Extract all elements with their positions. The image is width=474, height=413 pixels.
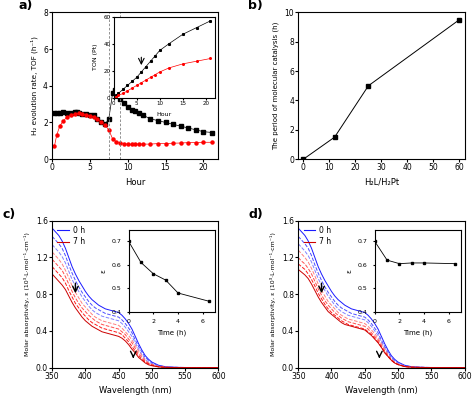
X-axis label: Wavelength (nm): Wavelength (nm) xyxy=(99,386,172,395)
Y-axis label: Molar absorptivity, ε (10³·L·mol⁻¹·cm⁻¹): Molar absorptivity, ε (10³·L·mol⁻¹·cm⁻¹) xyxy=(24,232,30,356)
Y-axis label: H₂ evolution rate, TOF (h⁻¹): H₂ evolution rate, TOF (h⁻¹) xyxy=(30,36,37,135)
Text: d): d) xyxy=(248,208,263,221)
Legend: 0 h, 7 h: 0 h, 7 h xyxy=(302,225,333,248)
Text: a): a) xyxy=(19,0,33,12)
X-axis label: Wavelength (nm): Wavelength (nm) xyxy=(345,386,418,395)
Legend: 0 h, 7 h: 0 h, 7 h xyxy=(56,225,86,248)
X-axis label: Hour: Hour xyxy=(125,178,146,187)
Text: c): c) xyxy=(2,208,16,221)
Y-axis label: The period of molecular catalysis (h): The period of molecular catalysis (h) xyxy=(273,21,279,150)
X-axis label: H₂L/H₂Pt: H₂L/H₂Pt xyxy=(364,178,399,187)
Y-axis label: Molar absorptivity, ε (10³·L·mol⁻¹·cm⁻¹): Molar absorptivity, ε (10³·L·mol⁻¹·cm⁻¹) xyxy=(270,232,276,356)
Text: b): b) xyxy=(248,0,263,12)
